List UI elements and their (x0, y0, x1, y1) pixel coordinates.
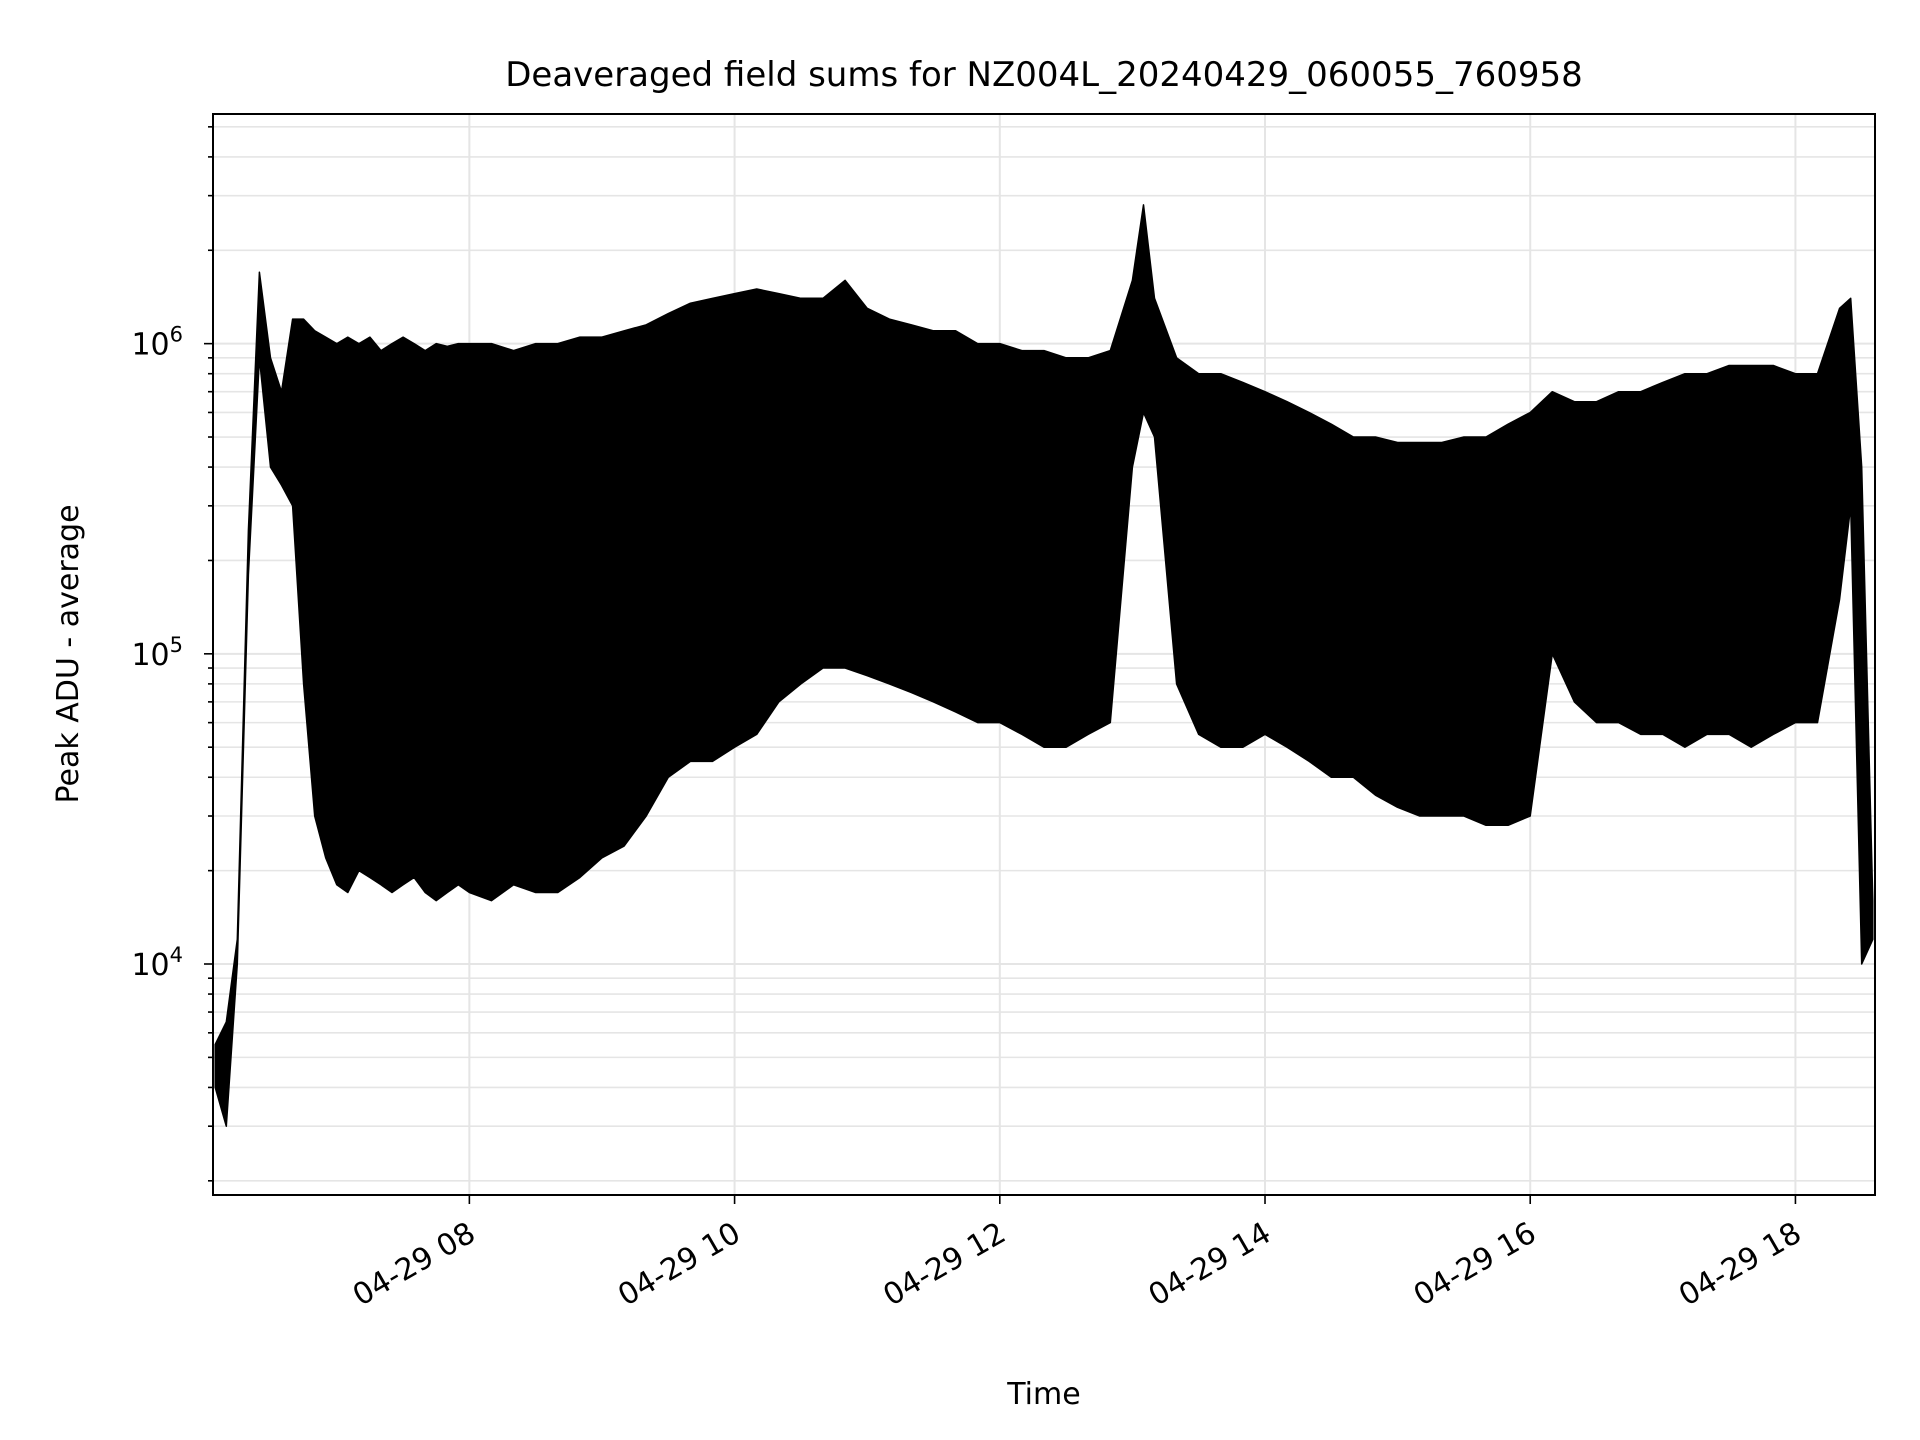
x-axis-label: Time (1006, 1377, 1080, 1412)
y-tick-label: 105 (131, 633, 183, 673)
data-series-line (214, 308, 1874, 1076)
data-series-band (214, 204, 1874, 1127)
y-tick-label: 104 (131, 943, 183, 983)
chart-title: Deaveraged field sums for NZ004L_2024042… (505, 55, 1583, 95)
y-axis-label: Peak ADU - average (51, 504, 86, 803)
y-axis-ticks: 104 105 106 (131, 126, 213, 1182)
y-tick-label: 106 (131, 323, 183, 363)
